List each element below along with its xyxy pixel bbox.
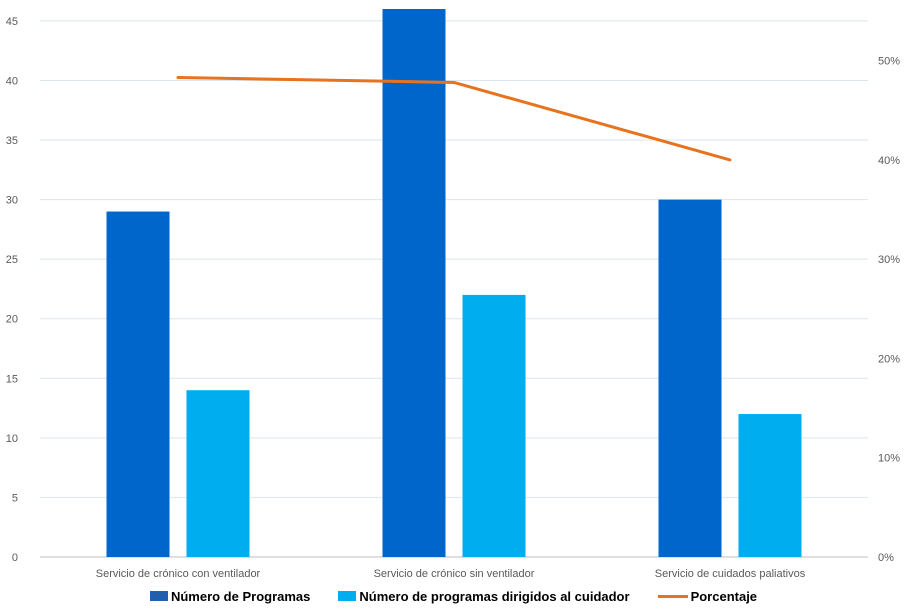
left-tick-label: 15 xyxy=(6,373,18,385)
legend-label-porcentaje: Porcentaje xyxy=(690,588,758,604)
bar xyxy=(186,390,250,557)
legend-item-programas: Número de Programas xyxy=(149,588,311,604)
legend: Número de Programas Número de programas … xyxy=(0,585,907,607)
right-tick-label: 0% xyxy=(878,552,894,564)
right-tick-label: 10% xyxy=(878,453,900,465)
combo-chart: 0 5 10 15 20 25 30 35 40 45 0% 10% 20% 30% 40% 50% Ser… xyxy=(6,9,900,580)
category-labels: Servicio de crónico con ventilador Servic… xyxy=(96,568,806,580)
bar xyxy=(738,414,802,557)
left-tick-label: 0 xyxy=(12,552,18,564)
bar xyxy=(658,199,722,557)
left-tick-label: 10 xyxy=(6,433,18,445)
legend-label-programas: Número de Programas xyxy=(170,588,311,604)
legend-item-cuidador: Número de programas dirigidos al cuidado… xyxy=(338,588,630,604)
left-tick-label: 35 xyxy=(6,135,18,147)
legend-label-cuidador: Número de programas dirigidos al cuidado… xyxy=(359,588,630,604)
legend-swatch-cuidador xyxy=(338,591,357,601)
right-tick-label: 20% xyxy=(878,353,900,365)
left-tick-label: 25 xyxy=(6,254,18,266)
bar xyxy=(462,294,526,557)
left-tick-label: 45 xyxy=(6,16,18,28)
line-series-porcentaje xyxy=(176,76,732,162)
legend-swatch-programas xyxy=(149,591,168,601)
left-tick-label: 30 xyxy=(6,195,18,207)
left-axis-ticks: 0 5 10 15 20 25 30 35 40 45 xyxy=(6,16,18,564)
category-label: Servicio de crónico con ventilador xyxy=(96,568,261,580)
left-tick-label: 20 xyxy=(6,314,18,326)
right-tick-label: 30% xyxy=(878,254,900,266)
percentage-line xyxy=(176,76,732,162)
bars xyxy=(106,9,802,558)
legend-swatch-porcentaje xyxy=(657,594,688,598)
bar xyxy=(382,9,446,557)
right-tick-label: 50% xyxy=(878,56,900,68)
left-tick-label: 5 xyxy=(12,492,18,504)
right-axis-ticks: 0% 10% 20% 30% 40% 50% xyxy=(878,56,900,564)
bar xyxy=(106,211,170,558)
category-label: Servicio de crónico sin ventilador xyxy=(374,568,535,580)
right-tick-label: 40% xyxy=(878,155,900,167)
legend-item-porcentaje: Porcentaje xyxy=(657,588,758,604)
gridlines xyxy=(40,20,868,558)
category-label: Servicio de cuidados paliativos xyxy=(655,568,806,580)
left-tick-label: 40 xyxy=(6,75,18,87)
